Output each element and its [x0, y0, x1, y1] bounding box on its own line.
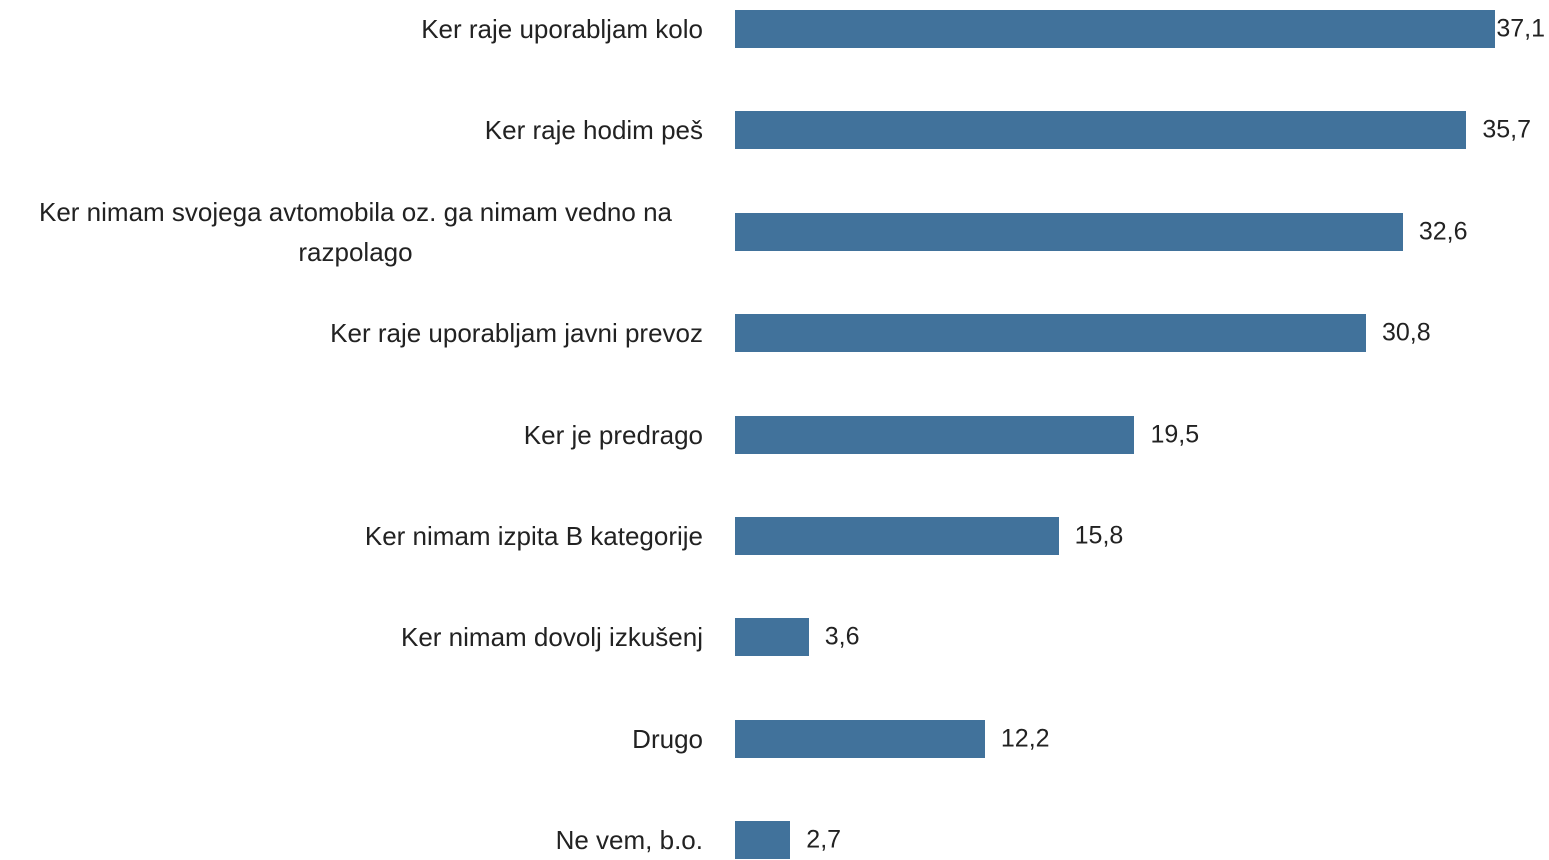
- category-text: Ker je predrago: [523, 419, 703, 450]
- value-label: 35,7: [1482, 115, 1531, 144]
- category-label: Ne vem, b.o.: [0, 820, 703, 860]
- category-text: Drugo: [632, 723, 703, 754]
- value-label: 15,8: [1074, 521, 1124, 550]
- bar: [735, 517, 1059, 555]
- bar: [735, 415, 1135, 454]
- category-text: Ker raje uporabljam javni prevoz: [330, 318, 703, 349]
- category-label: Ker nimam svojega avtomobila oz. ga nima…: [0, 192, 703, 272]
- category-label: Ker raje hodim peš: [0, 110, 703, 150]
- bar: [735, 618, 809, 657]
- value-label: 37,1: [1496, 14, 1545, 43]
- bar: [735, 314, 1366, 353]
- value-label: 30,8: [1381, 318, 1431, 347]
- category-label: Ker je predrago: [0, 415, 703, 455]
- category-label: Ker raje uporabljam javni prevoz: [0, 313, 703, 353]
- category-label: Ker nimam izpita B kategorije: [0, 516, 703, 556]
- category-text: Ker raje uporabljam kolo: [421, 14, 703, 44]
- bar: [735, 111, 1467, 150]
- value-label: 32,6: [1418, 217, 1468, 246]
- value-label: 3,6: [824, 622, 860, 651]
- category-text: Ne vem, b.o.: [555, 825, 703, 856]
- bar: [735, 212, 1403, 251]
- category-label: Ker raje uporabljam kolo: [0, 9, 703, 49]
- category-text: Ker nimam dovolj izkušenj: [400, 622, 703, 653]
- category-text: Ker raje hodim peš: [484, 115, 703, 146]
- bar: [735, 719, 985, 758]
- category-label: Drugo: [0, 719, 703, 759]
- value-label: 19,5: [1150, 420, 1200, 449]
- bar: [735, 10, 1495, 48]
- category-text: Ker nimam svojega avtomobila oz. ga nima…: [39, 196, 672, 267]
- category-text: Ker nimam izpita B kategorije: [364, 521, 703, 551]
- value-label: 2,7: [806, 825, 842, 854]
- value-label: 12,2: [1000, 724, 1050, 753]
- bar: [735, 821, 791, 860]
- category-label: Ker nimam dovolj izkušenj: [0, 617, 703, 657]
